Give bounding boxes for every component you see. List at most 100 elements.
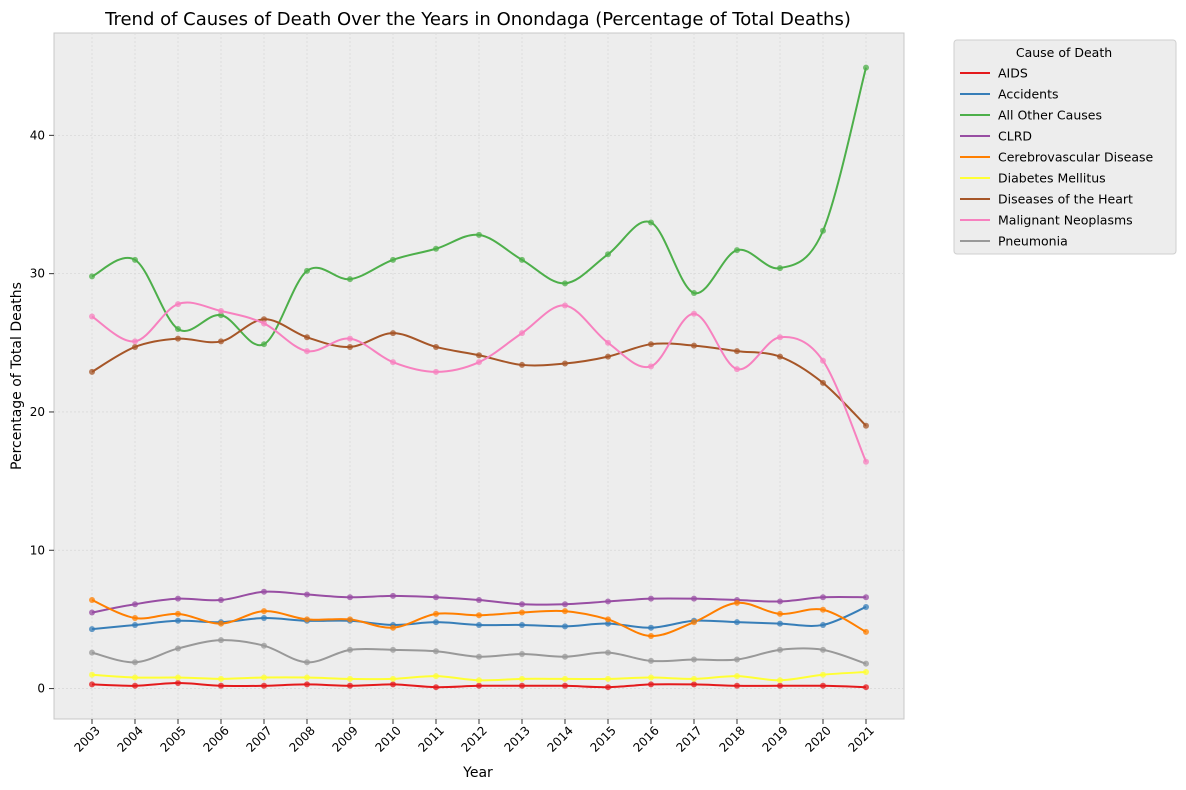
data-point-aids xyxy=(777,682,783,689)
x-tick-label: 2015 xyxy=(587,723,618,754)
data-point-pneumonia xyxy=(562,653,568,660)
data-point-diabetes-mellitus xyxy=(562,675,568,682)
data-point-clrd xyxy=(519,601,525,608)
data-point-cerebrovascular-disease xyxy=(691,619,697,626)
data-point-pneumonia xyxy=(175,645,181,652)
x-tick-label: 2003 xyxy=(71,723,102,754)
legend-item-malignant-neoplasms: Malignant Neoplasms xyxy=(960,213,1133,228)
data-point-aids xyxy=(476,682,482,689)
data-point-accidents xyxy=(89,626,95,633)
data-point-aids xyxy=(691,681,697,688)
data-point-diseases-of-the-heart xyxy=(433,343,439,350)
data-point-all-other-causes xyxy=(519,256,525,263)
legend-title: Cause of Death xyxy=(1016,45,1112,60)
y-tick-label: 10 xyxy=(30,543,45,557)
legend-label: Cerebrovascular Disease xyxy=(998,150,1154,165)
x-tick-label: 2021 xyxy=(845,723,876,754)
x-tick-label: 2012 xyxy=(458,723,489,754)
data-point-all-other-causes xyxy=(433,245,439,252)
legend-item-diseases-of-the-heart: Diseases of the Heart xyxy=(960,192,1133,207)
data-point-all-other-causes xyxy=(390,256,396,263)
data-point-pneumonia xyxy=(777,646,783,653)
data-point-cerebrovascular-disease xyxy=(777,610,783,617)
data-point-cerebrovascular-disease xyxy=(261,608,267,615)
legend-label: Accidents xyxy=(998,87,1059,102)
legend: Cause of Death AIDS Accidents All Other Ca… xyxy=(953,39,1177,255)
data-points xyxy=(89,64,869,691)
data-point-all-other-causes xyxy=(218,312,224,319)
data-point-aids xyxy=(89,681,95,688)
data-point-all-other-causes xyxy=(175,325,181,332)
legend-label: All Other Causes xyxy=(998,108,1102,123)
data-point-cerebrovascular-disease xyxy=(476,612,482,619)
data-point-malignant-neoplasms xyxy=(777,334,783,341)
data-point-diabetes-mellitus xyxy=(304,674,310,681)
data-point-aids xyxy=(820,682,826,689)
data-point-all-other-causes xyxy=(347,276,353,283)
data-point-pneumonia xyxy=(347,646,353,653)
data-point-diabetes-mellitus xyxy=(261,674,267,681)
data-point-diseases-of-the-heart xyxy=(691,342,697,349)
x-tick-label: 2007 xyxy=(243,723,274,754)
data-point-diabetes-mellitus xyxy=(777,677,783,684)
legend-item-pneumonia: Pneumonia xyxy=(960,234,1068,249)
data-point-diseases-of-the-heart xyxy=(132,343,138,350)
data-point-aids xyxy=(218,682,224,689)
data-point-aids xyxy=(863,684,869,691)
chart-title: Trend of Causes of Death Over the Years … xyxy=(104,9,851,30)
data-point-clrd xyxy=(218,597,224,604)
data-point-pneumonia xyxy=(820,646,826,653)
y-axis-ticks: 0 10 20 30 40 xyxy=(30,128,54,696)
data-point-aids xyxy=(648,681,654,688)
data-point-pneumonia xyxy=(648,657,654,664)
y-tick-label: 40 xyxy=(30,128,45,142)
data-point-diabetes-mellitus xyxy=(519,675,525,682)
data-point-diseases-of-the-heart xyxy=(820,379,826,386)
x-tick-label: 2019 xyxy=(759,723,790,754)
data-point-all-other-causes xyxy=(691,290,697,297)
data-point-accidents xyxy=(648,624,654,631)
legend-item-all-other-causes: All Other Causes xyxy=(960,108,1102,123)
x-tick-label: 2013 xyxy=(501,723,532,754)
legend-item-clrd: CLRD xyxy=(960,129,1032,144)
data-point-diabetes-mellitus xyxy=(734,673,740,680)
data-point-malignant-neoplasms xyxy=(562,302,568,309)
x-tick-label: 2009 xyxy=(329,723,360,754)
legend-item-aids: AIDS xyxy=(960,66,1028,81)
x-tick-label: 2004 xyxy=(114,723,145,754)
plot-area xyxy=(53,32,905,720)
data-point-pneumonia xyxy=(476,653,482,660)
data-point-malignant-neoplasms xyxy=(261,320,267,327)
data-point-all-other-causes xyxy=(820,227,826,234)
data-point-diseases-of-the-heart xyxy=(777,353,783,360)
data-point-clrd xyxy=(863,594,869,601)
x-tick-label: 2008 xyxy=(286,723,317,754)
data-point-diabetes-mellitus xyxy=(648,674,654,681)
legend-label: Malignant Neoplasms xyxy=(998,213,1133,228)
data-point-diseases-of-the-heart xyxy=(390,330,396,337)
data-point-malignant-neoplasms xyxy=(218,307,224,314)
data-point-accidents xyxy=(820,621,826,628)
data-point-cerebrovascular-disease xyxy=(433,610,439,617)
data-point-cerebrovascular-disease xyxy=(734,599,740,606)
data-point-aids xyxy=(304,681,310,688)
data-point-malignant-neoplasms xyxy=(89,313,95,320)
data-point-diabetes-mellitus xyxy=(433,673,439,680)
data-point-diabetes-mellitus xyxy=(863,668,869,675)
data-point-cerebrovascular-disease xyxy=(390,624,396,631)
data-point-diseases-of-the-heart xyxy=(261,316,267,323)
data-point-accidents xyxy=(734,619,740,626)
data-point-accidents xyxy=(562,623,568,630)
data-point-pneumonia xyxy=(89,649,95,656)
legend-label: Diabetes Mellitus xyxy=(998,171,1106,186)
data-point-malignant-neoplasms xyxy=(433,368,439,375)
data-point-diseases-of-the-heart xyxy=(562,360,568,367)
data-point-all-other-causes xyxy=(132,256,138,263)
data-point-pneumonia xyxy=(734,656,740,663)
legend-label: AIDS xyxy=(998,66,1028,81)
data-point-clrd xyxy=(132,601,138,608)
data-point-clrd xyxy=(347,594,353,601)
x-tick-label: 2016 xyxy=(630,723,661,754)
data-point-diseases-of-the-heart xyxy=(648,341,654,348)
